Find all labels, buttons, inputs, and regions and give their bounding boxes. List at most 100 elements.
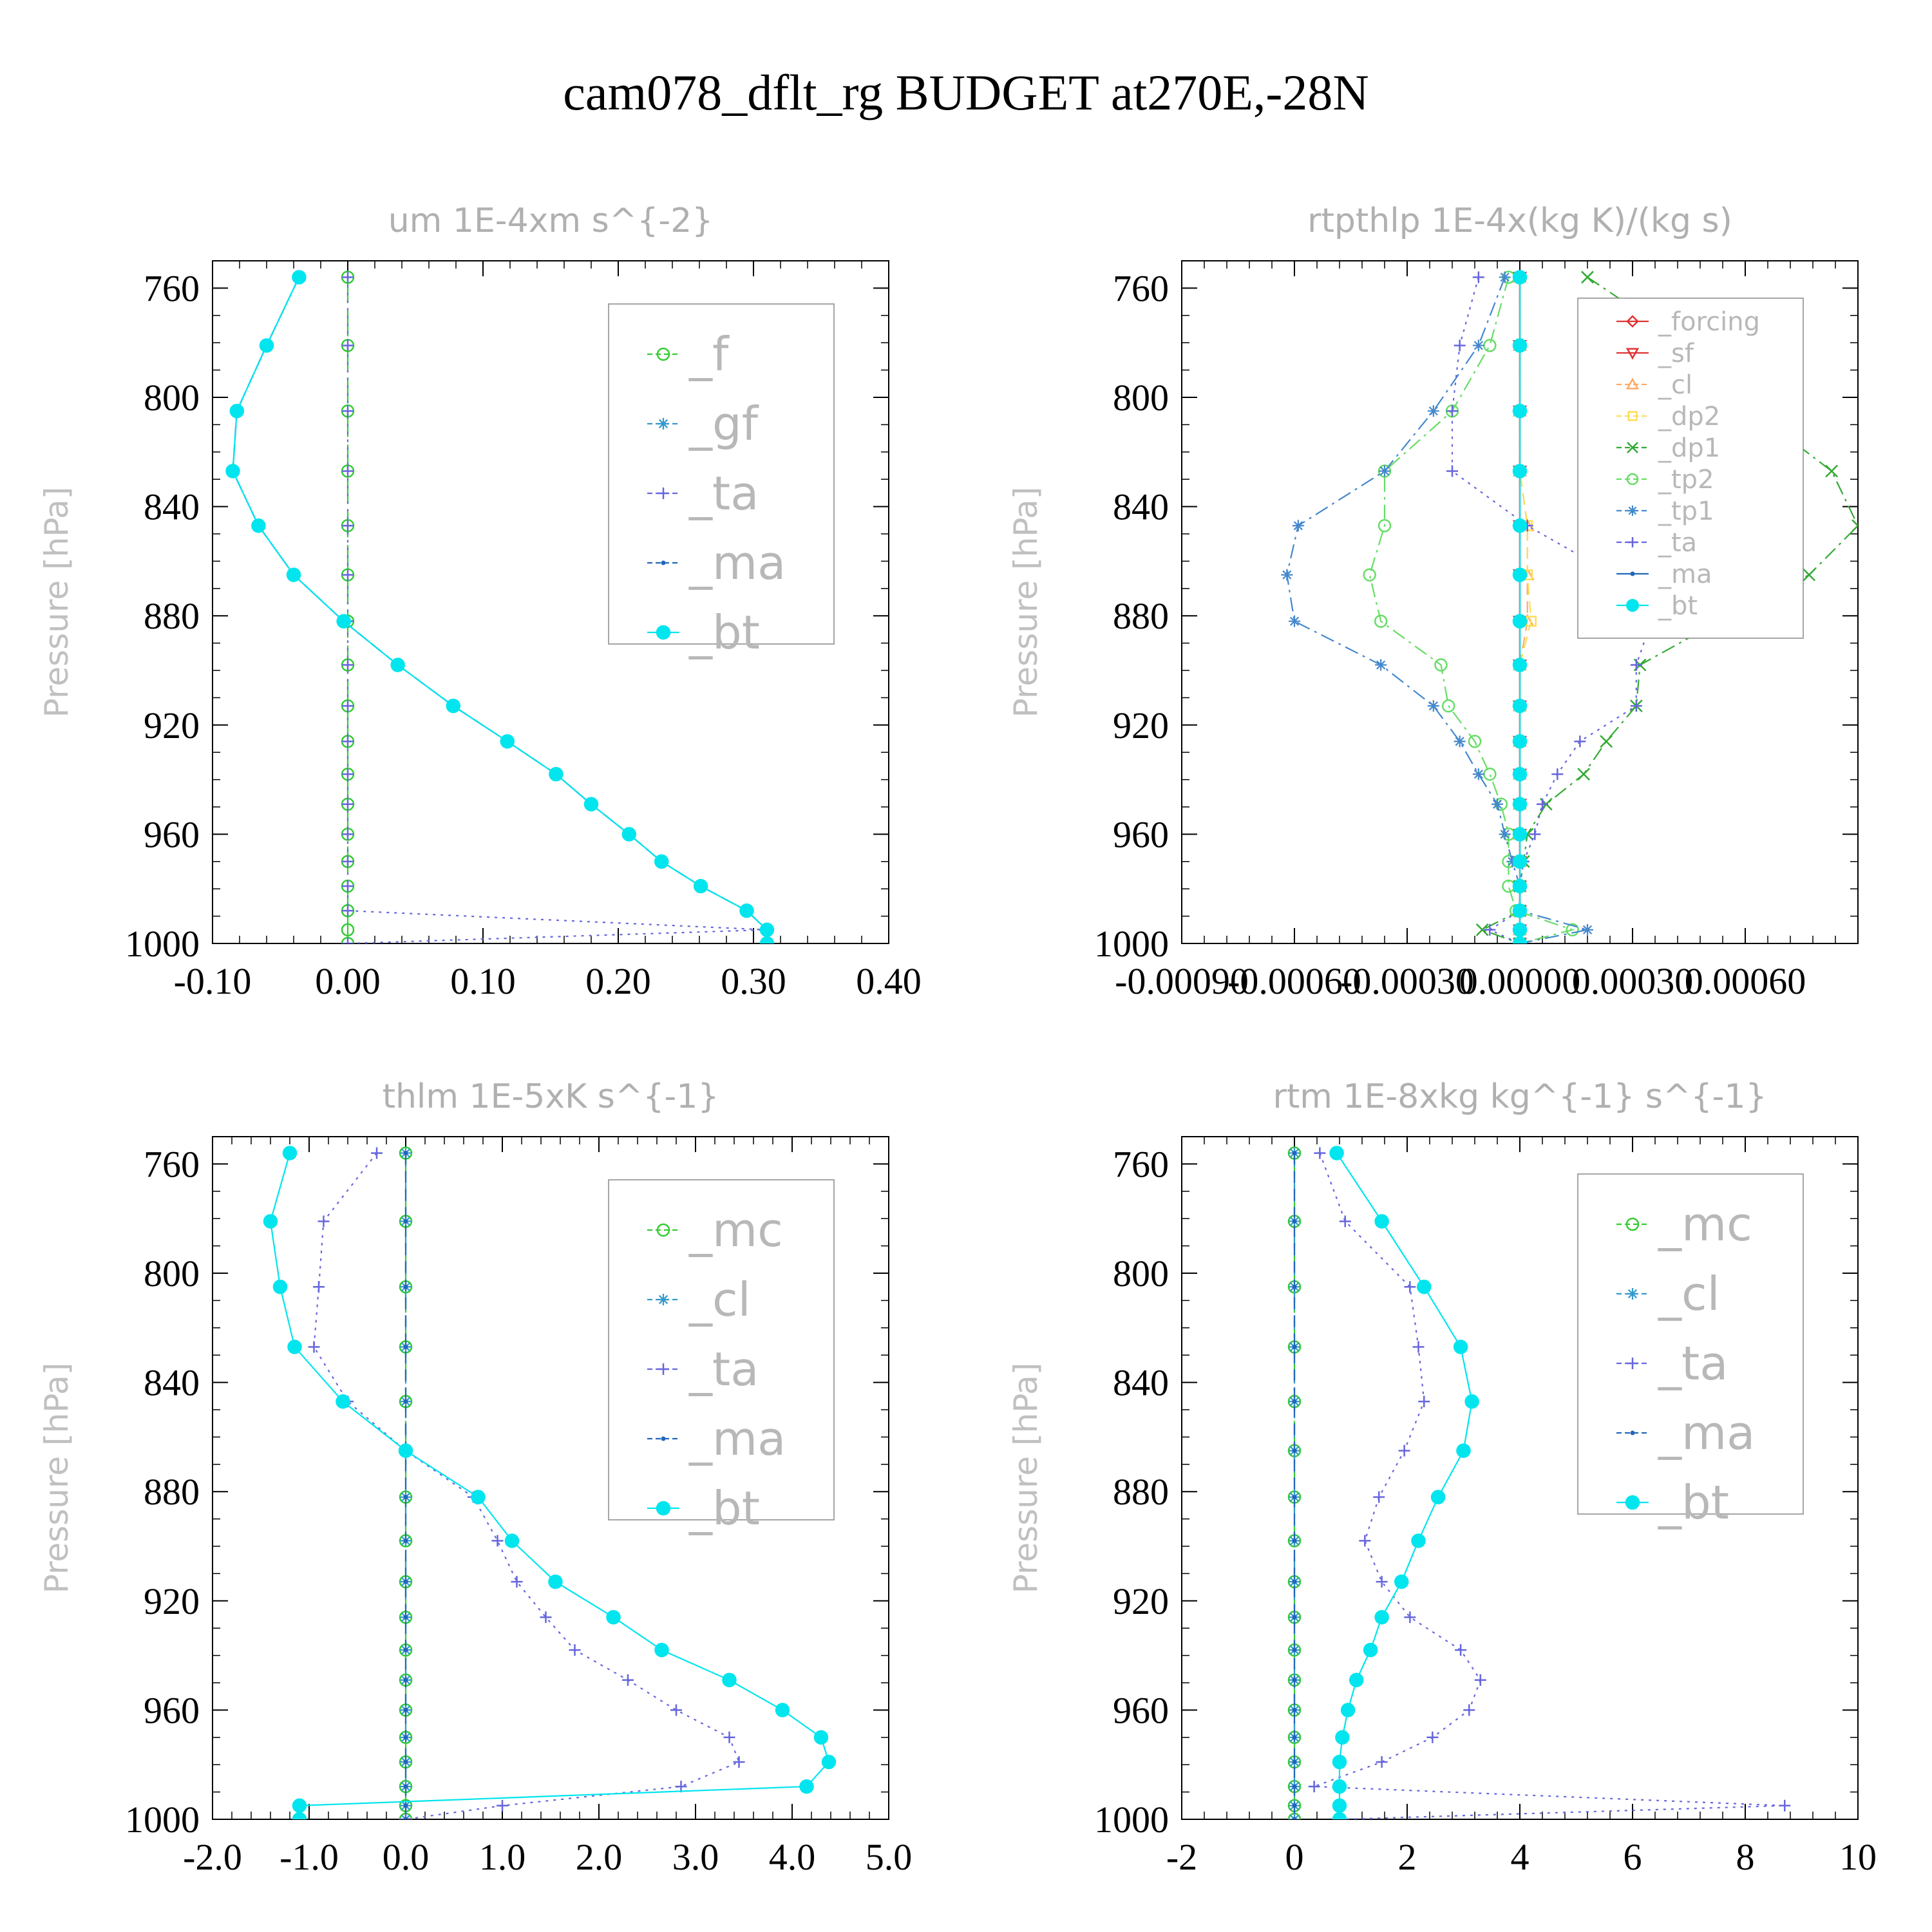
y-tick-label: 840 <box>144 1362 200 1404</box>
legend-marker <box>661 1436 666 1441</box>
data-point <box>733 1756 745 1768</box>
data-point <box>1484 923 1496 936</box>
legend-marker <box>1626 315 1639 328</box>
data-point <box>1281 569 1293 581</box>
legend-marker <box>1627 1288 1638 1300</box>
data-point <box>1329 1146 1344 1160</box>
x-tick-label: 6 <box>1624 1836 1642 1878</box>
data-point <box>403 1579 408 1584</box>
x-tick-label: 0.40 <box>856 960 922 1002</box>
data-point <box>1512 338 1528 353</box>
legend-marker <box>1625 377 1640 390</box>
data-point <box>1292 1817 1297 1819</box>
data-point <box>1417 1279 1432 1294</box>
legend-label: _tp1 <box>1658 497 1714 526</box>
y-tick-label: 840 <box>144 486 200 528</box>
legend-label: _cl <box>1658 1267 1720 1321</box>
data-point <box>1630 700 1642 712</box>
legend-marker <box>1626 599 1639 612</box>
data-point <box>225 464 240 478</box>
x-tick-label: 0.00000 <box>1459 960 1581 1002</box>
data-point <box>511 1576 523 1588</box>
legend-marker <box>1627 1358 1638 1369</box>
data-point <box>263 1214 278 1229</box>
legend-marker <box>656 1501 671 1516</box>
data-point <box>1426 1731 1439 1743</box>
data-point <box>292 270 307 285</box>
data-point <box>287 1340 302 1354</box>
x-tick-label: 0.0 <box>383 1836 430 1878</box>
data-point <box>1292 1539 1297 1544</box>
legend-marker <box>1627 537 1638 547</box>
data-point <box>251 518 266 533</box>
data-point <box>1375 659 1387 671</box>
y-tick-label: 880 <box>1113 595 1169 637</box>
data-point <box>1398 1444 1410 1457</box>
data-point <box>1455 1644 1467 1656</box>
chart-panel-1: um 1E-4xm s^{-2} Pressure [hPa] 760 800 840 8… <box>38 202 922 1002</box>
data-point <box>1551 768 1564 781</box>
panel-title: um 1E-4xm s^{-2} <box>388 202 714 240</box>
data-point <box>1463 1704 1475 1716</box>
data-point <box>1434 658 1448 672</box>
x-tick-label: 0.00030 <box>1572 960 1694 1002</box>
data-point <box>403 1218 408 1224</box>
data-point <box>1456 1443 1471 1458</box>
x-tick-label: 10 <box>1839 1836 1877 1878</box>
data-point <box>1292 1218 1297 1224</box>
data-point <box>1512 614 1528 629</box>
y-tick-label: 960 <box>144 1689 200 1731</box>
data-point <box>1512 878 1528 894</box>
data-point <box>1472 339 1484 352</box>
data-point <box>821 1754 837 1770</box>
data-point <box>739 903 754 918</box>
data-point <box>336 614 351 629</box>
data-point <box>313 1281 325 1293</box>
y-tick-label: 960 <box>1113 813 1169 855</box>
data-point <box>1292 1284 1297 1289</box>
data-point <box>1374 614 1388 628</box>
series-ma <box>403 1150 408 1819</box>
data-point <box>342 271 354 283</box>
data-point <box>1600 735 1613 748</box>
legend-marker <box>658 1363 669 1375</box>
data-point <box>1292 1150 1297 1155</box>
data-point <box>342 659 354 671</box>
data-point <box>1441 699 1455 713</box>
y-tick-label: 760 <box>1113 267 1169 309</box>
legend-label: _dp1 <box>1658 433 1720 463</box>
series-bt <box>1512 270 1528 943</box>
data-point <box>403 1735 408 1740</box>
data-point <box>341 923 355 937</box>
legend-label: _bt <box>1658 591 1698 621</box>
data-point <box>491 1535 504 1547</box>
data-point <box>403 1399 408 1404</box>
y-tick-label: 760 <box>144 1143 200 1185</box>
legend-label: _mc <box>1658 1197 1752 1251</box>
data-point <box>1512 658 1528 672</box>
plot-frame <box>212 260 889 944</box>
legend-marker <box>1627 442 1638 453</box>
data-point <box>1529 828 1541 840</box>
data-point <box>1374 1609 1389 1625</box>
data-point <box>775 1703 790 1718</box>
data-point <box>336 1394 350 1409</box>
y-tick-label: 920 <box>1113 1580 1169 1622</box>
data-point <box>1499 828 1511 840</box>
data-point <box>1335 1730 1350 1745</box>
x-tick-label: 5.0 <box>866 1836 913 1878</box>
data-point <box>342 569 354 581</box>
data-point <box>342 905 354 917</box>
data-point <box>504 1533 520 1548</box>
data-point <box>1512 734 1528 749</box>
data-point <box>403 1615 408 1620</box>
legend-marker <box>656 625 671 640</box>
data-point <box>670 1704 682 1716</box>
data-point <box>403 1678 408 1683</box>
data-point <box>621 827 637 842</box>
legend-box <box>608 1179 835 1520</box>
legend-label: _cl <box>1658 370 1692 400</box>
data-point <box>398 1443 413 1458</box>
data-point <box>1332 1798 1347 1814</box>
y-tick-label: 800 <box>1113 377 1169 419</box>
